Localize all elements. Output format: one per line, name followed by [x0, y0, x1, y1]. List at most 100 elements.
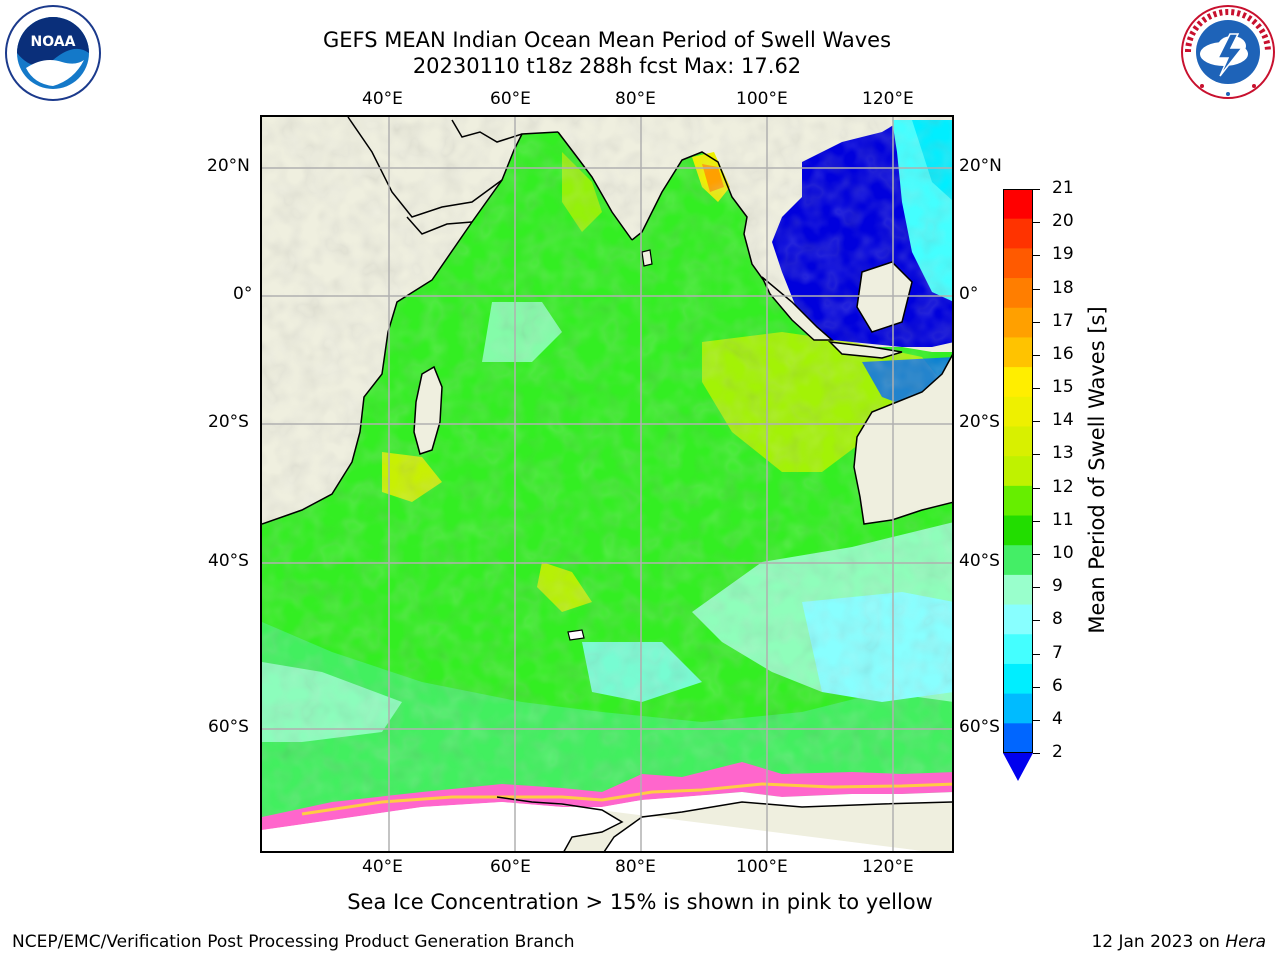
colorbar-tick-label: 17 — [1052, 310, 1074, 331]
bay-of-bengal-coast — [631, 151, 773, 293]
lat-tick-right: 60°S — [959, 717, 1000, 737]
borneo-island — [856, 261, 913, 333]
field-texture — [262, 117, 952, 851]
lon-tick-bottom: 60°E — [490, 857, 531, 877]
graticule — [262, 117, 952, 851]
lon-tick-top: 60°E — [490, 89, 531, 109]
lon-tick-bottom: 40°E — [362, 857, 403, 877]
madagascar-island — [413, 365, 443, 455]
colorbar-step — [1003, 723, 1033, 754]
gulf-of-aden — [406, 216, 473, 235]
red-sea-coast — [347, 117, 503, 218]
map-canvas — [262, 117, 952, 851]
colorbar-tick-mark — [1033, 553, 1040, 555]
colorbar-tick-label: 21 — [1052, 178, 1074, 198]
antarctica-coast — [496, 796, 952, 851]
noaa-logo: NOAA — [5, 5, 101, 101]
lat-tick-right: 20°S — [959, 412, 1000, 432]
colorbar-step — [1003, 218, 1033, 249]
nws-logo — [1181, 5, 1275, 99]
lat-tick-left: 20°N — [207, 156, 250, 176]
colorbar-step — [1003, 634, 1033, 665]
lon-tick-bottom: 100°E — [736, 857, 788, 877]
lon-tick-bottom: 120°E — [862, 857, 914, 877]
colorbar-step — [1003, 337, 1033, 368]
colorbar-tick-label: 15 — [1052, 377, 1074, 398]
lon-tick-top: 120°E — [862, 89, 914, 109]
colorbar-tick-mark — [1033, 620, 1040, 622]
colorbar-tick-mark — [1033, 388, 1040, 390]
java-island — [827, 340, 903, 359]
colorbar — [1003, 189, 1033, 781]
kerguelen-island — [567, 629, 585, 641]
colorbar-tick-mark — [1033, 487, 1040, 489]
map-panel — [260, 115, 954, 853]
colorbar-tick-mark — [1033, 753, 1040, 754]
colorbar-tick-mark — [1033, 520, 1040, 522]
lon-tick-top: 40°E — [362, 89, 403, 109]
colorbar-title: Mean Period of Swell Waves [s] — [1085, 306, 1109, 634]
lon-tick-top: 80°E — [615, 89, 656, 109]
colorbar-step — [1003, 367, 1033, 398]
colorbar-step — [1003, 456, 1033, 487]
colorbar-step — [1003, 248, 1033, 279]
sea-ice-edge — [262, 762, 952, 830]
colorbar-tick-label: 16 — [1052, 343, 1074, 364]
lat-tick-right: 0° — [959, 284, 979, 304]
chart-subtitle: 20230110 t18z 288h fcst Max: 17.62 — [412, 54, 802, 78]
colorbar-tick-label: 11 — [1052, 509, 1074, 530]
colorbar-extend-arrow — [1003, 753, 1033, 781]
colorbar-step — [1003, 663, 1033, 695]
colorbar-tick-mark — [1033, 454, 1040, 456]
lon-tick-bottom: 80°E — [615, 857, 656, 877]
lat-tick-right: 40°S — [959, 551, 1000, 571]
colorbar-tick-label: 19 — [1052, 244, 1074, 265]
colorbar-step — [1003, 545, 1033, 576]
lat-tick-left: 40°S — [208, 551, 249, 571]
colorbar-tick-label: 8 — [1052, 609, 1063, 630]
colorbar-tick-mark — [1033, 653, 1040, 655]
colorbar-tick-mark — [1033, 587, 1040, 589]
footer-credit: NCEP/EMC/Verification Post Processing Pr… — [12, 932, 575, 952]
colorbar-tick-label: 7 — [1052, 642, 1063, 663]
colorbar-tick-mark — [1033, 321, 1040, 323]
colorbar-step — [1003, 307, 1033, 338]
colorbar-step — [1003, 574, 1033, 606]
colorbar-step — [1003, 515, 1033, 546]
colorbar-outline — [1003, 189, 1033, 753]
colorbar-tick-mark — [1033, 189, 1040, 190]
colorbar-steps — [1003, 189, 1033, 754]
colorbar-tick-label: 2 — [1052, 742, 1063, 762]
colorbar-step — [1003, 426, 1033, 457]
africa-coast — [262, 131, 559, 525]
colorbar-tick-label: 9 — [1052, 576, 1063, 597]
colorbar-tick-label: 6 — [1052, 675, 1063, 696]
colorbar-step — [1003, 278, 1033, 309]
footer-date: 12 Jan 2023 on Hera — [1091, 932, 1266, 952]
footer-host: Hera — [1225, 932, 1266, 952]
colorbar-step — [1003, 693, 1033, 724]
colorbar-step — [1003, 396, 1033, 427]
colorbar-tick-label: 10 — [1052, 542, 1074, 563]
chart-title: GEFS MEAN Indian Ocean Mean Period of Sw… — [322, 28, 892, 52]
lat-tick-left: 60°S — [208, 717, 249, 737]
colorbar-tick-mark — [1033, 222, 1040, 224]
sri-lanka-island — [641, 249, 653, 267]
sea-ice-note: Sea Ice Concentration > 15% is shown in … — [347, 890, 933, 914]
colorbar-step — [1003, 189, 1033, 220]
colorbar-tick-mark — [1033, 686, 1040, 688]
colorbar-tick-mark — [1033, 288, 1040, 290]
colorbar-tick-label: 14 — [1052, 410, 1074, 431]
colorbar-tick-label: 13 — [1052, 443, 1074, 464]
colorbar-tick-mark — [1033, 421, 1040, 423]
colorbar-tick-label: 20 — [1052, 211, 1074, 232]
sea-ice-inner — [301, 782, 952, 816]
colorbar-tick-mark — [1033, 719, 1040, 721]
sumatra-island — [761, 276, 835, 341]
persian-gulf-coast — [451, 119, 523, 143]
colorbar-tick-mark — [1033, 354, 1040, 356]
lat-tick-left: 20°S — [208, 412, 249, 432]
lon-tick-top: 100°E — [736, 89, 788, 109]
footer-date-text: 12 Jan 2023 on — [1091, 932, 1226, 952]
colorbar-step — [1003, 485, 1033, 517]
